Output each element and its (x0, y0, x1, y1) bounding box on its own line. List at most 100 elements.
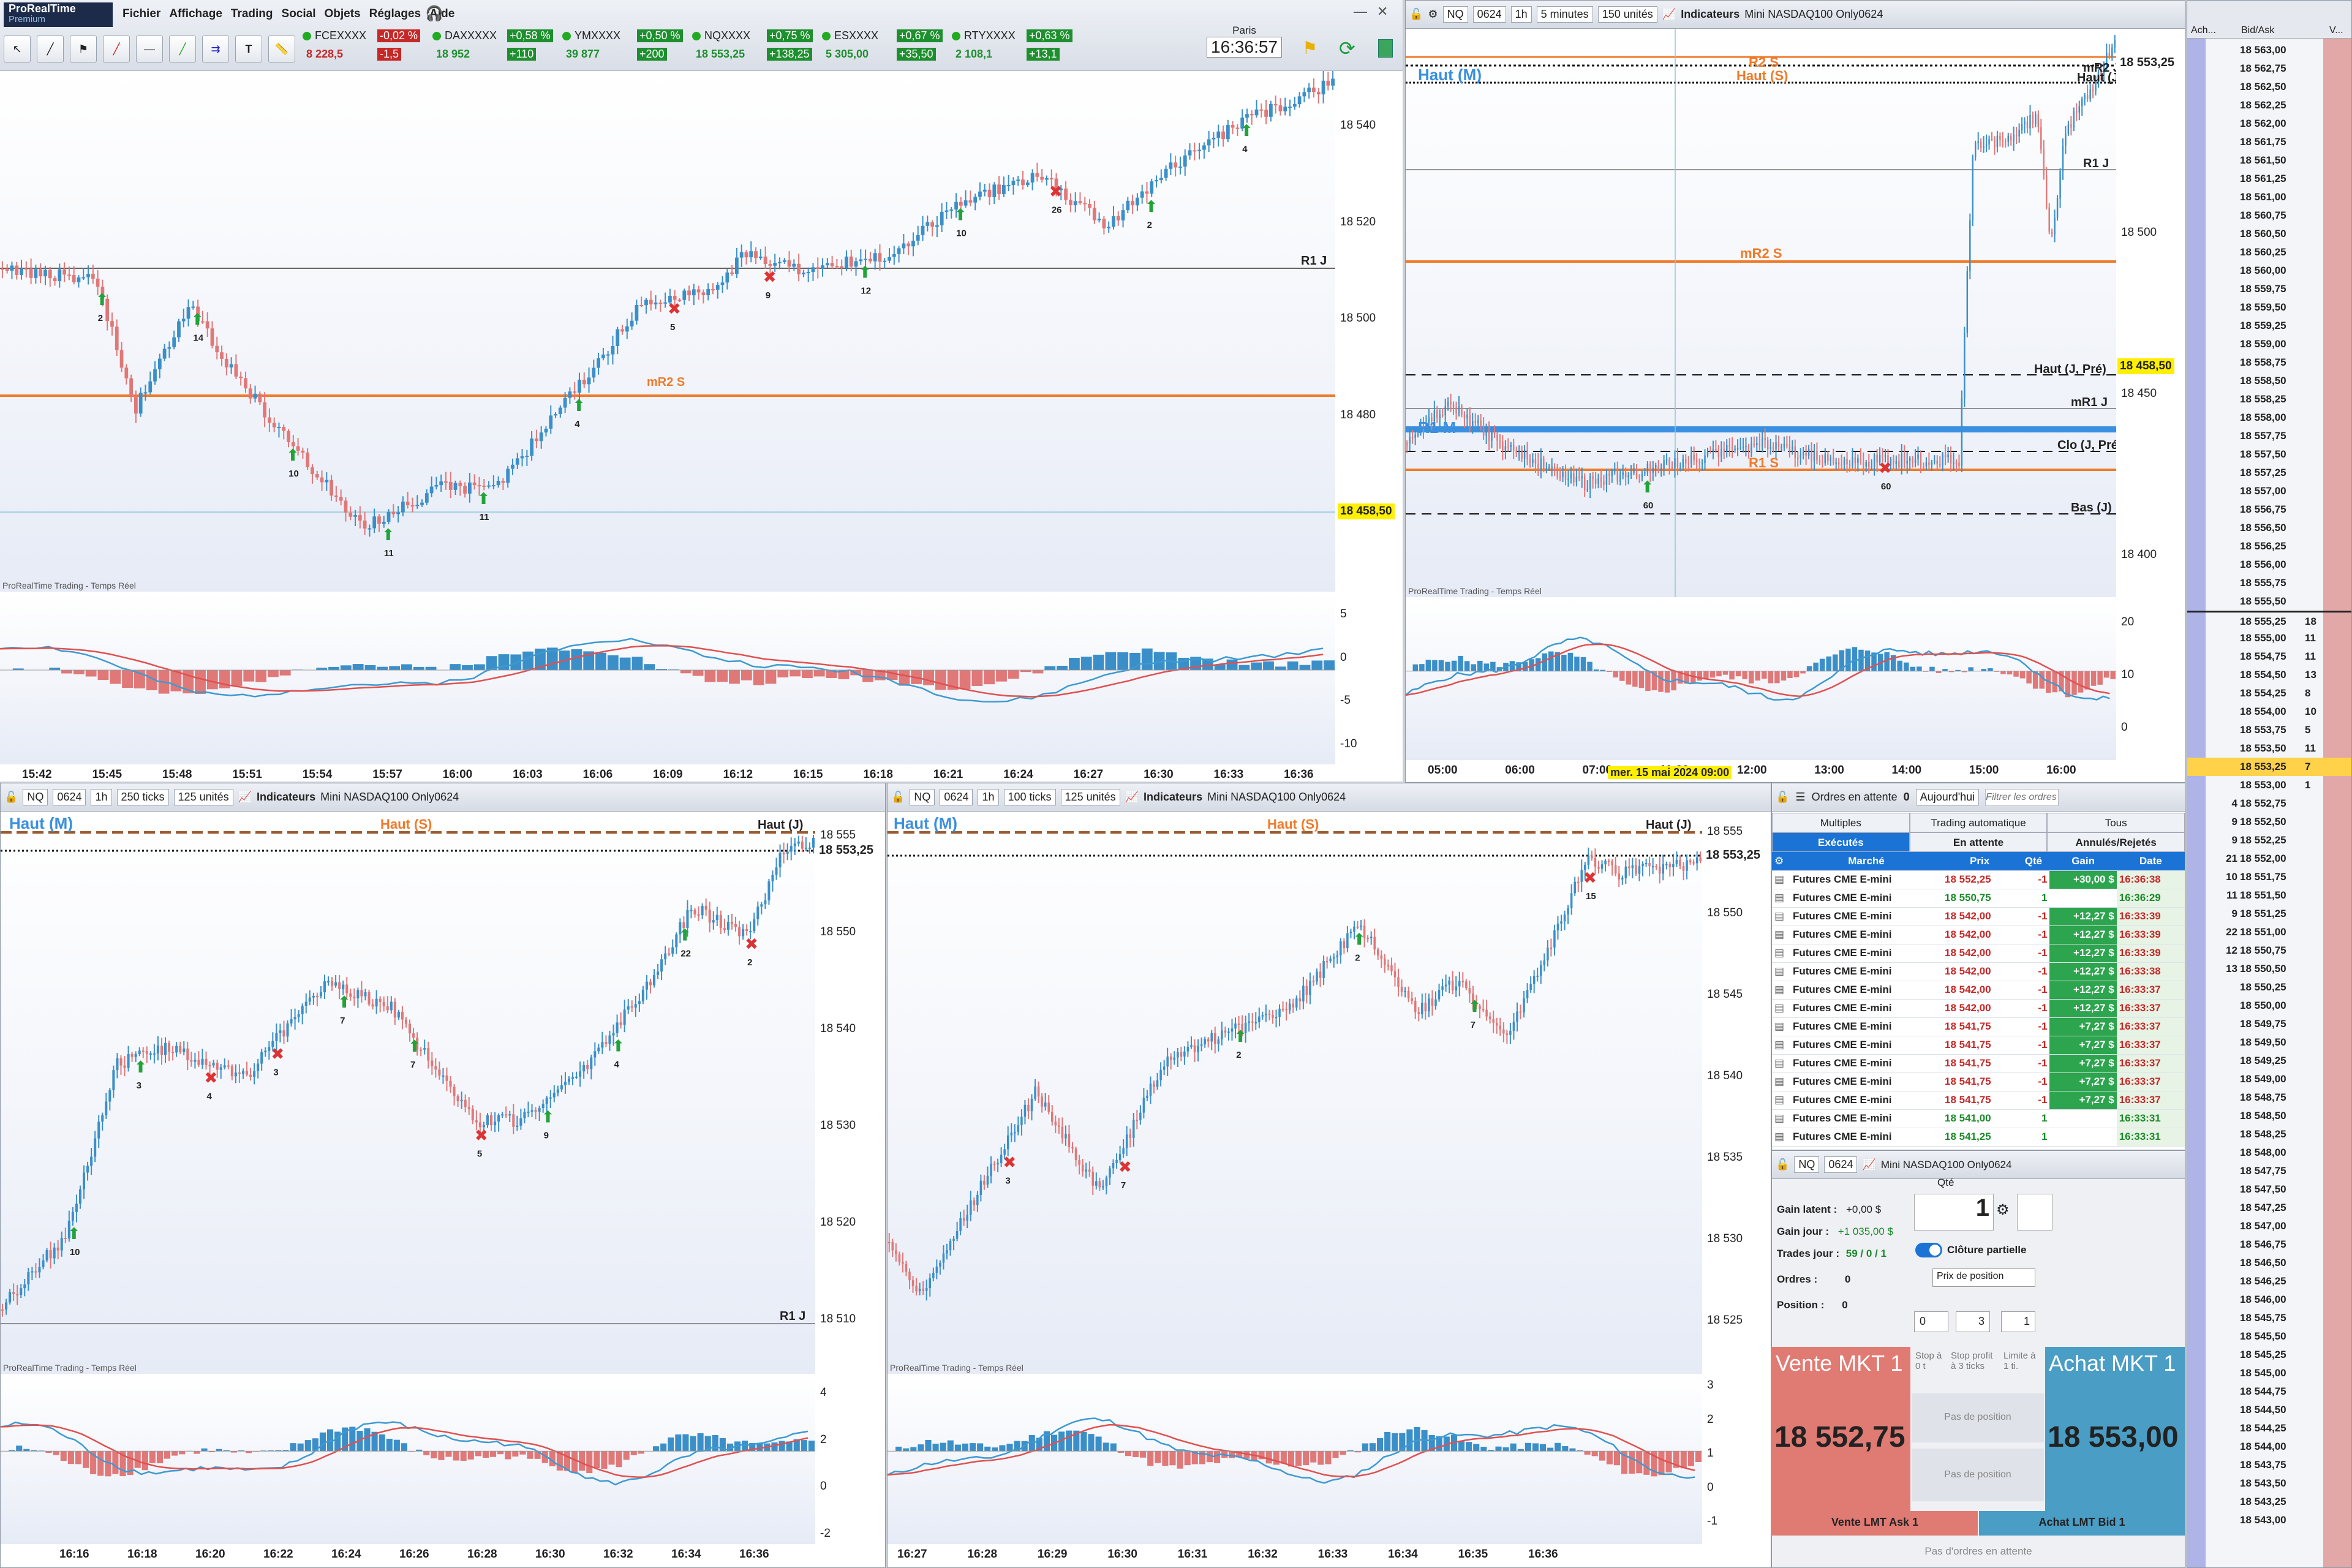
ladder-row[interactable]: 18 547,75 (2187, 1162, 2351, 1180)
orders-lock-icon[interactable]: 🔓 (1776, 791, 1790, 803)
ladder-row[interactable]: 18 560,25 (2187, 243, 2351, 262)
sell-mkt-button[interactable]: Vente MKT 1 18 552,75 (1772, 1347, 1910, 1511)
ladder-row[interactable]: 18 559,00 (2187, 335, 2351, 353)
ladder-row[interactable]: 18 551,00 22 (2187, 923, 2351, 941)
chart4-timeframe[interactable]: 1h (978, 789, 999, 805)
ladder-row[interactable]: 18 553,50 11 (2187, 739, 2351, 758)
menu-0[interactable]: Fichier (123, 7, 161, 20)
ladder-row[interactable]: 18 559,50 (2187, 298, 2351, 317)
prix-position-select[interactable]: Prix de position (1932, 1268, 2035, 1287)
ladder-row[interactable]: 18 549,25 (2187, 1052, 2351, 1070)
orders-col-2[interactable]: Qté (2017, 852, 2050, 871)
chart2-expiry[interactable]: 0624 (1472, 6, 1506, 23)
ladder-row[interactable]: 18 547,50 (2187, 1180, 2351, 1199)
orders-col-0[interactable]: Marché (1790, 852, 1942, 871)
ladder-row[interactable]: 18 552,50 9 (2187, 813, 2351, 831)
ladder-row[interactable]: 18 554,50 13 (2187, 666, 2351, 684)
chart4-indicators-icon[interactable]: 📈 (1125, 791, 1139, 803)
ladder-row[interactable]: 18 548,25 (2187, 1125, 2351, 1144)
ladder-row[interactable]: 18 552,25 9 (2187, 831, 2351, 850)
limite-box[interactable]: Limite à 1 ti. (2003, 1351, 2036, 1371)
ladder-row[interactable]: 18 545,75 (2187, 1309, 2351, 1327)
pointer-tool-icon[interactable]: ↖ (4, 36, 31, 62)
ladder-row[interactable]: 18 555,00 11 (2187, 629, 2351, 647)
ladder-row[interactable]: 18 549,75 (2187, 1015, 2351, 1033)
ticket-symbol[interactable]: NQ (1794, 1156, 1820, 1173)
ladder-row[interactable]: 18 550,50 13 (2187, 960, 2351, 978)
table-row[interactable]: ▤ Futures CME E-mini 18 541,75 -1 +7,27 $16:… (1772, 1091, 2185, 1110)
chart4-units[interactable]: 125 unités (1060, 789, 1120, 805)
ladder-row[interactable]: 18 561,00 (2187, 188, 2351, 206)
text-tool-icon[interactable]: T (235, 36, 262, 62)
ladder-row[interactable]: 18 561,75 (2187, 133, 2351, 151)
chart2-period[interactable]: 5 minutes (1536, 6, 1593, 23)
ladder-row[interactable]: 18 559,25 (2187, 317, 2351, 335)
chart3-lock-icon[interactable]: 🔓 (4, 791, 18, 803)
ladder-row[interactable]: 18 557,75 (2187, 427, 2351, 445)
sync-icon[interactable]: ⟳ (1339, 37, 1355, 59)
ticket-chart-icon[interactable]: 📈 (1862, 1158, 1876, 1170)
chart3-units[interactable]: 125 unités (173, 789, 233, 805)
ticket-qty-extra[interactable] (2017, 1194, 2052, 1231)
close-icon[interactable]: ✕ (1377, 4, 1389, 19)
orders-tab-1[interactable]: Trading automatique (1909, 813, 2048, 832)
ticker-4[interactable]: ESXXXX +0,67 % 5 305,00 +35,50 (822, 27, 948, 67)
ladder-row[interactable]: 18 558,25 (2187, 390, 2351, 409)
ladder-row[interactable]: 18 556,25 (2187, 537, 2351, 556)
red-line-tool-icon[interactable]: ╱ (103, 36, 130, 62)
ticket-lock-icon[interactable]: 🔓 (1776, 1158, 1790, 1170)
ladder-row[interactable]: 18 557,50 (2187, 445, 2351, 464)
ladder-row[interactable]: 18 557,25 (2187, 464, 2351, 482)
ladder-row[interactable]: 18 550,00 (2187, 997, 2351, 1015)
ladder-row[interactable]: 18 550,75 12 (2187, 941, 2351, 960)
ladder-row[interactable]: 18 544,50 (2187, 1401, 2351, 1419)
stop-profit-box[interactable]: Stop profit à 3 ticks (1951, 1351, 1993, 1371)
table-row[interactable]: ▤ Futures CME E-mini 18 542,00 -1 +12,27 $16… (1772, 925, 2185, 944)
ladder-row[interactable]: 18 555,50 (2187, 592, 2351, 611)
table-row[interactable]: ▤ Futures CME E-mini 18 541,00 1 16:33:31 (1772, 1109, 2185, 1128)
ladder-row[interactable]: 18 543,50 (2187, 1474, 2351, 1493)
table-row[interactable]: ▤ Futures CME E-mini 18 550,75 1 16:36:29 (1772, 889, 2185, 908)
panel-icon[interactable] (1378, 39, 1393, 58)
chart3-symbol[interactable]: NQ (23, 789, 48, 805)
ticker-1[interactable]: DAXXXXX +0,58 % 18 952 +110 (432, 27, 559, 67)
menu-4[interactable]: Objets (324, 7, 361, 20)
ladder-row[interactable]: 18 544,00 (2187, 1438, 2351, 1456)
flag-icon[interactable]: ⚑ (1302, 39, 1318, 58)
ladder-row[interactable]: 18 559,75 (2187, 280, 2351, 298)
buy-mkt-button[interactable]: Achat MKT 1 18 553,00 (2045, 1347, 2185, 1511)
chart2-gear-icon[interactable]: ⚙ (1428, 8, 1438, 20)
ladder-row[interactable]: 18 558,75 (2187, 353, 2351, 372)
ladder-row[interactable]: 18 547,25 (2187, 1199, 2351, 1217)
ladder-row[interactable]: 18 558,00 (2187, 409, 2351, 427)
table-row[interactable]: ▤ Futures CME E-mini 18 542,00 -1 +12,27 $16… (1772, 981, 2185, 1000)
green-line-tool-icon[interactable]: ╱ (169, 36, 196, 62)
ladder-row[interactable]: 18 553,00 1 (2187, 776, 2351, 794)
ladder-row[interactable]: 18 557,00 (2187, 482, 2351, 500)
chart3-expiry[interactable]: 0624 (53, 789, 86, 805)
ladder-row[interactable]: 18 553,75 5 (2187, 721, 2351, 739)
orders-subtab-2[interactable]: Annulés/Rejetés (2047, 832, 2185, 852)
orders-search-input[interactable] (1985, 788, 2059, 806)
ladder-row[interactable]: 18 543,00 (2187, 1511, 2351, 1529)
chart2-indicators-icon[interactable]: 📈 (1662, 8, 1676, 20)
ladder-row[interactable]: 18 546,50 (2187, 1254, 2351, 1272)
ladder-row[interactable]: 18 554,75 11 (2187, 647, 2351, 666)
chart4-expiry[interactable]: 0624 (940, 789, 973, 805)
chart4-period[interactable]: 100 ticks (1003, 789, 1056, 805)
ladder-row[interactable]: 18 556,75 (2187, 500, 2351, 519)
ticker-5[interactable]: RTYXXXX +0,63 % 2 108,1 +13,1 (952, 27, 1078, 67)
table-row[interactable]: ▤ Futures CME E-mini 18 542,00 -1 +12,27 $16… (1772, 944, 2185, 963)
table-row[interactable]: ▤ Futures CME E-mini 18 541,75 -1 +7,27 $16:… (1772, 1054, 2185, 1073)
chart3-timeframe[interactable]: 1h (91, 789, 112, 805)
buy-lmt-button[interactable]: Achat LMT Bid 1 (1979, 1511, 2185, 1536)
table-row[interactable]: ▤ Futures CME E-mini 18 552,25 -1 +30,00 $16… (1772, 870, 2185, 889)
orders-subtab-0[interactable]: Exécutés (1772, 832, 1910, 852)
orders-subtab-1[interactable]: En attente (1909, 832, 2048, 852)
chart4-lock-icon[interactable]: 🔓 (891, 791, 905, 803)
table-row[interactable]: ▤ Futures CME E-mini 18 541,75 -1 +7,27 $16:… (1772, 1072, 2185, 1091)
ticket-qty-stepper-icon[interactable]: ⚙ (1996, 1202, 2010, 1218)
menu-6[interactable]: Aide (429, 7, 455, 20)
table-row[interactable]: ▤ Futures CME E-mini 18 541,75 -1 +7,27 $16:… (1772, 1017, 2185, 1036)
